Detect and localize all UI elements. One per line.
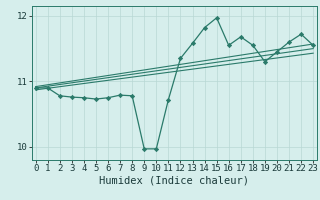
X-axis label: Humidex (Indice chaleur): Humidex (Indice chaleur) xyxy=(100,176,249,186)
